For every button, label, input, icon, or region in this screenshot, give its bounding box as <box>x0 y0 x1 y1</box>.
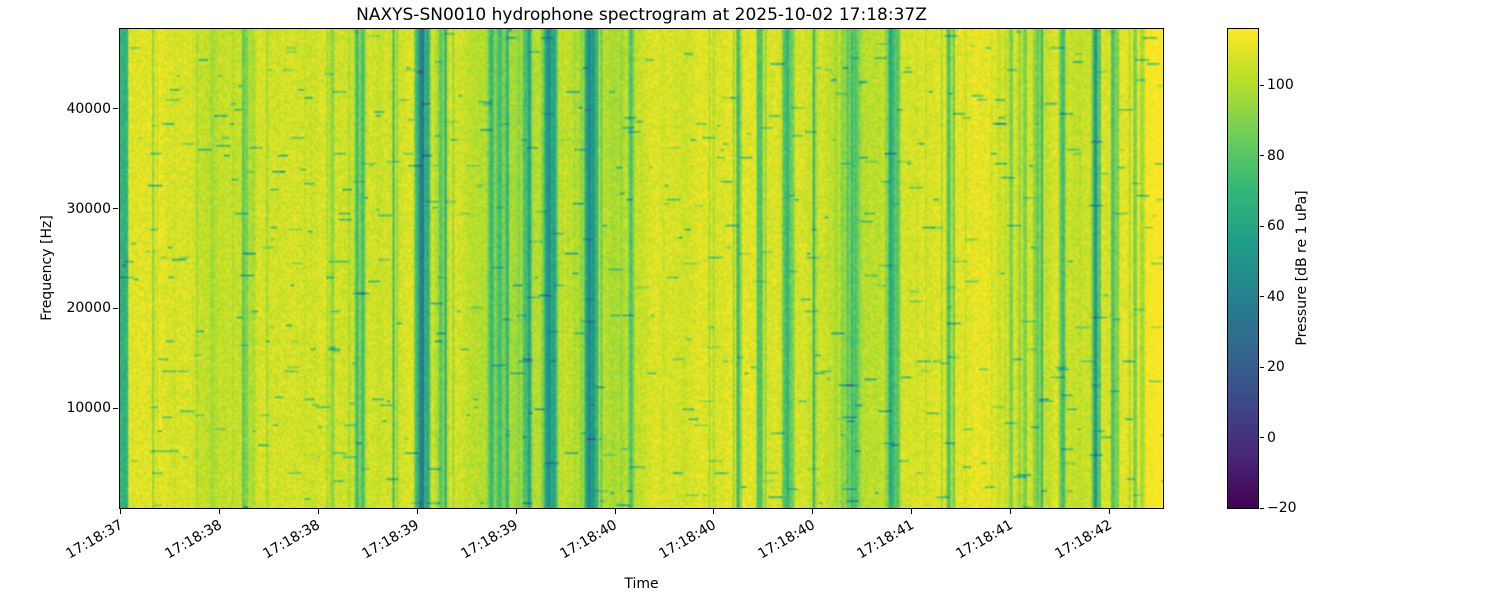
colorbar-tick-mark <box>1260 507 1264 509</box>
y-tick-mark <box>113 108 118 110</box>
x-tick-label: 17:18:40 <box>557 517 620 563</box>
x-tick-label: 17:18:38 <box>260 517 324 563</box>
x-tick-mark <box>515 509 517 514</box>
colorbar-tick-mark <box>1260 296 1264 298</box>
x-tick-label: 17:18:39 <box>458 517 522 563</box>
x-tick-label: 17:18:39 <box>359 517 423 563</box>
y-tick-mark <box>113 407 118 409</box>
colorbar-tick-mark <box>1260 366 1264 368</box>
x-axis-label: Time <box>624 576 659 592</box>
colorbar-tick-label: 40 <box>1267 288 1285 305</box>
x-tick-label: 17:18:42 <box>1052 517 1115 563</box>
colorbar-label: Pressure [dB re 1 uPa] <box>1294 190 1310 346</box>
chart-title: NAXYS-SN0010 hydrophone spectrogram at 2… <box>356 5 927 25</box>
colorbar-tick-label: 80 <box>1267 147 1285 164</box>
x-tick-label: 17:18:38 <box>161 517 225 563</box>
colorbar-tick-label: −20 <box>1267 500 1297 516</box>
x-tick-label: 17:18:41 <box>953 517 1016 563</box>
x-tick-mark <box>317 509 319 514</box>
x-tick-label: 17:18:41 <box>854 517 917 563</box>
colorbar-tick-label: 20 <box>1267 359 1285 376</box>
x-tick-mark <box>1010 509 1012 514</box>
colorbar-tick-label: 0 <box>1267 429 1276 446</box>
x-tick-mark <box>911 509 913 514</box>
y-tick-label: 30000 <box>66 200 111 217</box>
y-tick-label: 10000 <box>66 400 111 417</box>
colorbar-tick-label: 60 <box>1267 218 1285 235</box>
spectrogram-image <box>119 28 1164 509</box>
x-tick-mark <box>218 509 220 514</box>
x-tick-mark <box>812 509 814 514</box>
y-tick-label: 20000 <box>66 300 111 317</box>
x-tick-label: 17:18:37 <box>63 517 126 563</box>
colorbar-tick-mark <box>1260 225 1264 227</box>
x-tick-label: 17:18:40 <box>755 517 818 563</box>
colorbar-tick-mark <box>1260 437 1264 439</box>
colorbar-image <box>1227 28 1259 509</box>
x-tick-mark <box>120 509 121 514</box>
y-tick-mark <box>113 208 118 210</box>
x-tick-mark <box>1109 509 1110 514</box>
x-tick-mark <box>416 509 418 514</box>
y-tick-mark <box>113 307 118 309</box>
y-tick-label: 40000 <box>66 100 111 117</box>
x-tick-label: 17:18:40 <box>656 517 719 563</box>
x-tick-mark <box>713 509 715 514</box>
x-tick-mark <box>614 509 616 514</box>
colorbar-tick-mark <box>1260 155 1264 157</box>
colorbar-tick-mark <box>1260 84 1264 86</box>
colorbar-tick-label: 100 <box>1267 77 1294 94</box>
